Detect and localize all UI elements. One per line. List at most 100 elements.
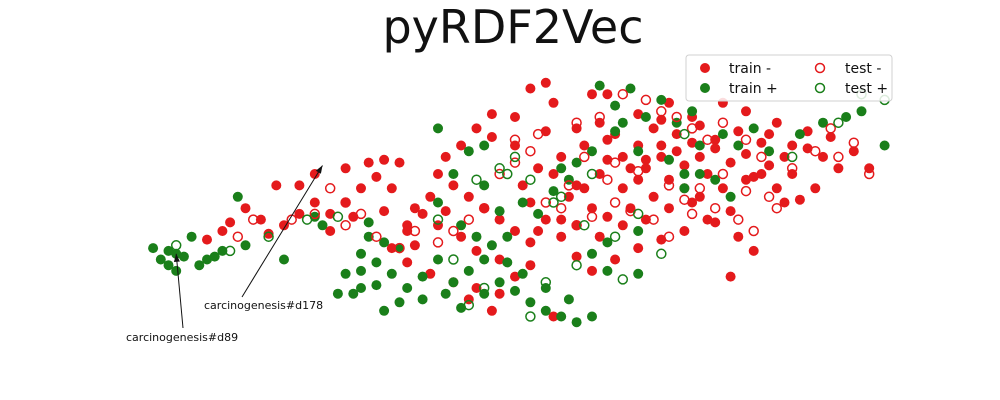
point-train-neg-104 [263,228,274,239]
point-train-neg-117 [409,240,420,251]
point-train-pos-45 [502,257,513,268]
point-test-pos-15 [463,299,475,311]
point-train-neg-102 [294,208,305,219]
point-train-pos-9 [202,254,212,265]
point-train-pos-53 [517,197,528,208]
point-train-neg-12 [756,137,767,148]
annotation-arrow-d178 [241,165,323,298]
point-train-pos-59 [610,126,621,137]
point-test-neg-2 [671,111,682,123]
point-test-pos-17 [617,274,629,285]
point-train-neg-55 [594,231,605,242]
point-train-pos-12 [186,231,197,242]
point-train-neg-158 [533,226,544,236]
point-train-neg-97 [371,171,382,182]
point-train-pos-78 [633,226,644,236]
point-test-pos-12 [571,259,582,271]
point-train-pos-54 [533,208,544,219]
legend: train - train + test - test + [685,54,893,102]
point-train-neg-41 [702,169,713,179]
point-test-pos-4 [471,174,482,185]
point-train-neg-58 [664,203,674,214]
point-train-pos-4 [171,248,182,259]
point-train-pos-72 [879,140,890,151]
point-train-neg-103 [279,220,289,231]
point-train-pos-27 [340,268,351,279]
point-train-pos-36 [510,285,520,296]
point-train-neg-95 [409,203,420,214]
point-test-neg-9 [632,165,644,177]
point-train-pos-92 [279,254,289,265]
point-test-pos-13 [540,277,552,288]
point-train-neg-43 [748,171,759,182]
point-test-pos-14 [478,282,490,294]
point-test-pos-29 [432,214,444,225]
point-train-neg-45 [794,194,805,205]
point-test-neg-15 [763,191,775,203]
point-train-pos-28 [356,283,366,293]
point-train-neg-20 [717,183,728,194]
point-train-neg-29 [556,231,567,242]
point-train-neg-118 [402,220,413,231]
point-test-neg-14 [740,185,752,197]
point-train-neg-48 [702,214,713,225]
point-train-pos-14 [386,268,397,279]
point-train-neg-115 [394,157,405,168]
point-test-pos-2 [301,214,313,225]
point-train-neg-96 [386,183,397,194]
point-train-neg-80 [417,208,428,219]
point-train-pos-19 [394,243,405,254]
point-train-neg-89 [525,260,536,271]
point-train-neg-134 [787,140,798,151]
point-test-neg-19 [848,137,860,148]
point-train-neg-84 [425,268,436,279]
point-train-neg-33 [533,163,544,174]
point-train-neg-15 [818,151,828,162]
point-train-pos-76 [710,174,721,185]
point-test-neg-10 [663,180,675,191]
point-train-neg-63 [725,271,736,282]
point-train-neg-90 [548,311,559,322]
point-train-pos-42 [563,294,574,305]
point-train-neg-113 [363,157,374,168]
point-train-neg-34 [556,151,567,162]
point-train-neg-37 [617,151,628,162]
point-train-pos-23 [394,297,405,308]
point-train-neg-129 [540,77,551,88]
point-test-neg-35 [771,202,783,214]
point-test-neg-37 [371,231,382,242]
legend-marker-train-neg [700,63,710,73]
point-train-neg-62 [748,245,759,256]
point-test-pos-7 [525,174,536,185]
point-train-pos-7 [171,265,182,276]
point-train-neg-51 [633,243,644,254]
point-test-neg-3 [594,111,605,123]
point-test-neg-8 [609,157,621,168]
point-train-neg-39 [656,151,667,162]
point-test-pos-11 [656,248,667,260]
point-train-pos-57 [556,163,567,174]
point-train-pos-58 [587,146,597,157]
point-test-pos-10 [609,231,621,242]
point-test-neg-59 [756,151,767,163]
point-train-neg-153 [710,143,721,154]
point-test-pos-20 [833,117,844,128]
point-train-pos-95 [417,294,428,305]
point-train-neg-52 [610,254,621,265]
point-train-neg-7 [656,114,667,125]
point-train-pos-13 [240,240,251,251]
point-train-neg-123 [771,117,782,128]
point-test-neg-18 [833,151,844,163]
point-train-neg-26 [602,211,613,222]
point-train-pos-98 [571,157,582,168]
point-test-neg-6 [509,134,521,146]
annotations: carcinogenesis#d178 carcinogenesis#d89 [126,165,323,344]
point-test-neg-53 [525,145,536,157]
point-train-neg-136 [848,146,859,157]
point-train-pos-84 [463,146,474,157]
point-train-pos-44 [517,268,528,279]
point-train-neg-27 [587,203,597,214]
point-train-pos-5 [178,251,189,262]
point-train-neg-28 [571,220,582,231]
